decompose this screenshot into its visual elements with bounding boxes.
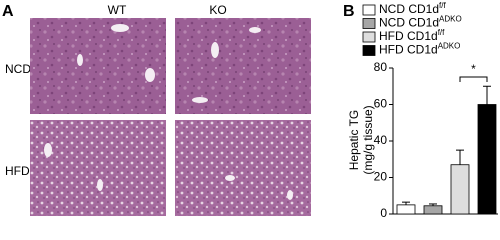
- y-axis-label: Hepatic TG(mg/g tissue): [347, 105, 375, 174]
- histology-image: [30, 120, 166, 216]
- legend-swatch: [362, 45, 376, 56]
- significance-label: *: [471, 62, 476, 76]
- column-label: WT: [108, 3, 127, 17]
- y-tick-label: 0: [380, 206, 387, 220]
- bar: [396, 204, 416, 215]
- significance-bracket: [459, 76, 488, 82]
- row-label: NCD: [5, 62, 31, 76]
- legend-label: NCD CD1df/f: [379, 1, 446, 16]
- y-axis-label-line: Hepatic TG: [347, 110, 361, 170]
- legend-superscript: f/f: [438, 28, 445, 37]
- histology-image: [30, 18, 166, 114]
- y-axis-label-line: (mg/g tissue): [361, 105, 375, 174]
- bar: [450, 164, 470, 215]
- legend-label: HFD CD1dADKO: [379, 42, 460, 57]
- legend-swatch: [362, 4, 376, 16]
- y-tick-label: 40: [374, 133, 388, 147]
- panel-a: A WT KO NCD HFD: [2, 3, 311, 216]
- y-tick-label: 20: [374, 170, 388, 184]
- legend-label: HFD CD1df/f: [379, 28, 445, 43]
- histology-image: [175, 120, 311, 216]
- legend-name: NCD CD1d: [379, 16, 439, 30]
- legend-label: NCD CD1dADKO: [379, 15, 462, 30]
- panel-label: A: [2, 3, 14, 20]
- row-label: HFD: [5, 164, 30, 178]
- legend-superscript: f/f: [439, 1, 446, 10]
- legend-name: HFD CD1d: [379, 43, 438, 57]
- y-tick-label: 80: [374, 60, 388, 74]
- legend-superscript: ADKO: [438, 42, 461, 51]
- legend-superscript: ADKO: [439, 15, 462, 24]
- bar: [477, 104, 497, 215]
- bar: [423, 205, 443, 215]
- legend-swatch: [362, 18, 376, 29]
- panel-label: B: [343, 3, 355, 20]
- vessels: [44, 24, 293, 200]
- legend-name: NCD CD1d: [379, 2, 439, 16]
- y-tick-label: 60: [374, 97, 388, 111]
- legend-name: HFD CD1d: [379, 29, 438, 43]
- column-label: KO: [209, 3, 226, 17]
- legend-swatch: [362, 31, 376, 43]
